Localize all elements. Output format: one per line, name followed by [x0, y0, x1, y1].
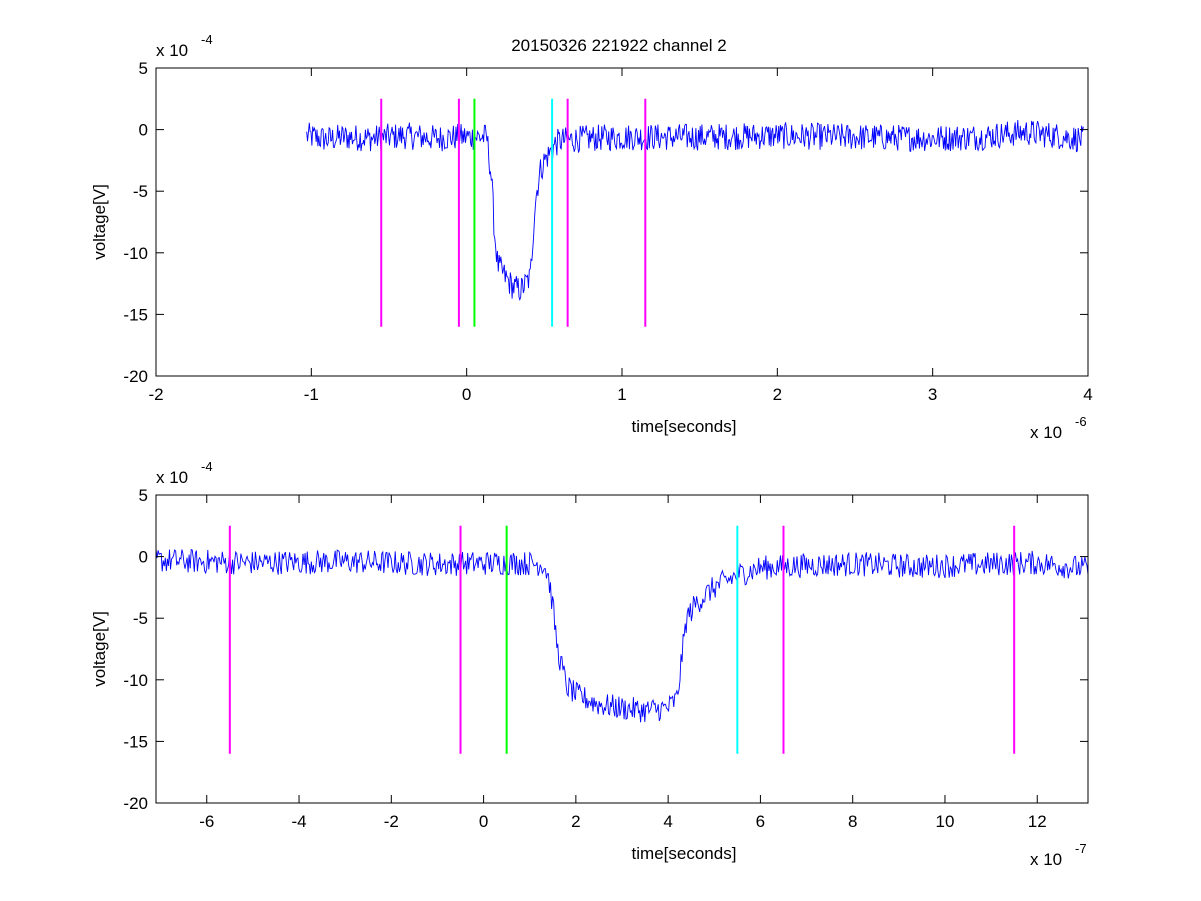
figure-title: 20150326 221922 channel 2 — [511, 36, 727, 55]
y-tick-label: 0 — [139, 548, 148, 567]
x-exponent-label: x 10 — [1030, 423, 1062, 442]
bottom-axes: -6 -4 -2 0 2 4 6 8 10 1250-5-10-15-20time[seconds… — [90, 459, 1089, 869]
y-tick-label: -15 — [123, 305, 148, 324]
x-axis-label: time[seconds] — [632, 417, 737, 436]
x-tick-label: 4 — [663, 812, 672, 831]
x-tick-label: 0 — [462, 385, 471, 404]
y-tick-label: -20 — [123, 367, 148, 386]
axes-frame — [155, 494, 1089, 804]
y-axis-label: voltage[V] — [90, 184, 109, 260]
x-exponent-label: x 10 — [1030, 850, 1062, 869]
x-tick-label: 10 — [936, 812, 955, 831]
x-tick-label: -2 — [384, 812, 399, 831]
x-tick-label: -4 — [291, 812, 306, 831]
x-tick-label: 0 — [479, 812, 488, 831]
y-tick-label: -10 — [123, 671, 148, 690]
y-tick-label: 0 — [139, 121, 148, 140]
y-tick-label: -5 — [133, 182, 148, 201]
y-tick-label: 5 — [139, 59, 148, 78]
x-tick-label: -1 — [304, 385, 319, 404]
x-tick-label: 2 — [571, 812, 580, 831]
voltage-trace-line — [155, 548, 1089, 723]
y-axis-label: voltage[V] — [90, 611, 109, 687]
voltage-trace-line — [306, 119, 1084, 301]
x-exponent-power: -6 — [1075, 414, 1087, 429]
x-tick-label: 1 — [617, 385, 626, 404]
x-exponent-power: -7 — [1075, 841, 1087, 856]
x-tick-label: 2 — [773, 385, 782, 404]
x-tick-label: 8 — [848, 812, 857, 831]
y-tick-label: -5 — [133, 609, 148, 628]
y-tick-label: -15 — [123, 732, 148, 751]
x-tick-label: 3 — [928, 385, 937, 404]
x-tick-label: -2 — [148, 385, 163, 404]
y-tick-label: 5 — [139, 486, 148, 505]
y-exponent-label: x 10 — [156, 41, 188, 60]
top-axes: -2 -1 0 1 2 3 450-5-10-15-20time[seconds]volta… — [90, 32, 1093, 442]
y-tick-label: -20 — [123, 794, 148, 813]
y-exponent-power: -4 — [201, 32, 213, 47]
x-tick-label: -6 — [199, 812, 214, 831]
y-tick-label: -10 — [123, 244, 148, 263]
y-exponent-power: -4 — [201, 459, 213, 474]
x-axis-label: time[seconds] — [632, 844, 737, 863]
axes-frame — [155, 67, 1089, 377]
x-tick-label: 6 — [756, 812, 765, 831]
x-tick-label: 4 — [1083, 385, 1092, 404]
x-tick-label: 12 — [1028, 812, 1047, 831]
y-exponent-label: x 10 — [156, 468, 188, 487]
